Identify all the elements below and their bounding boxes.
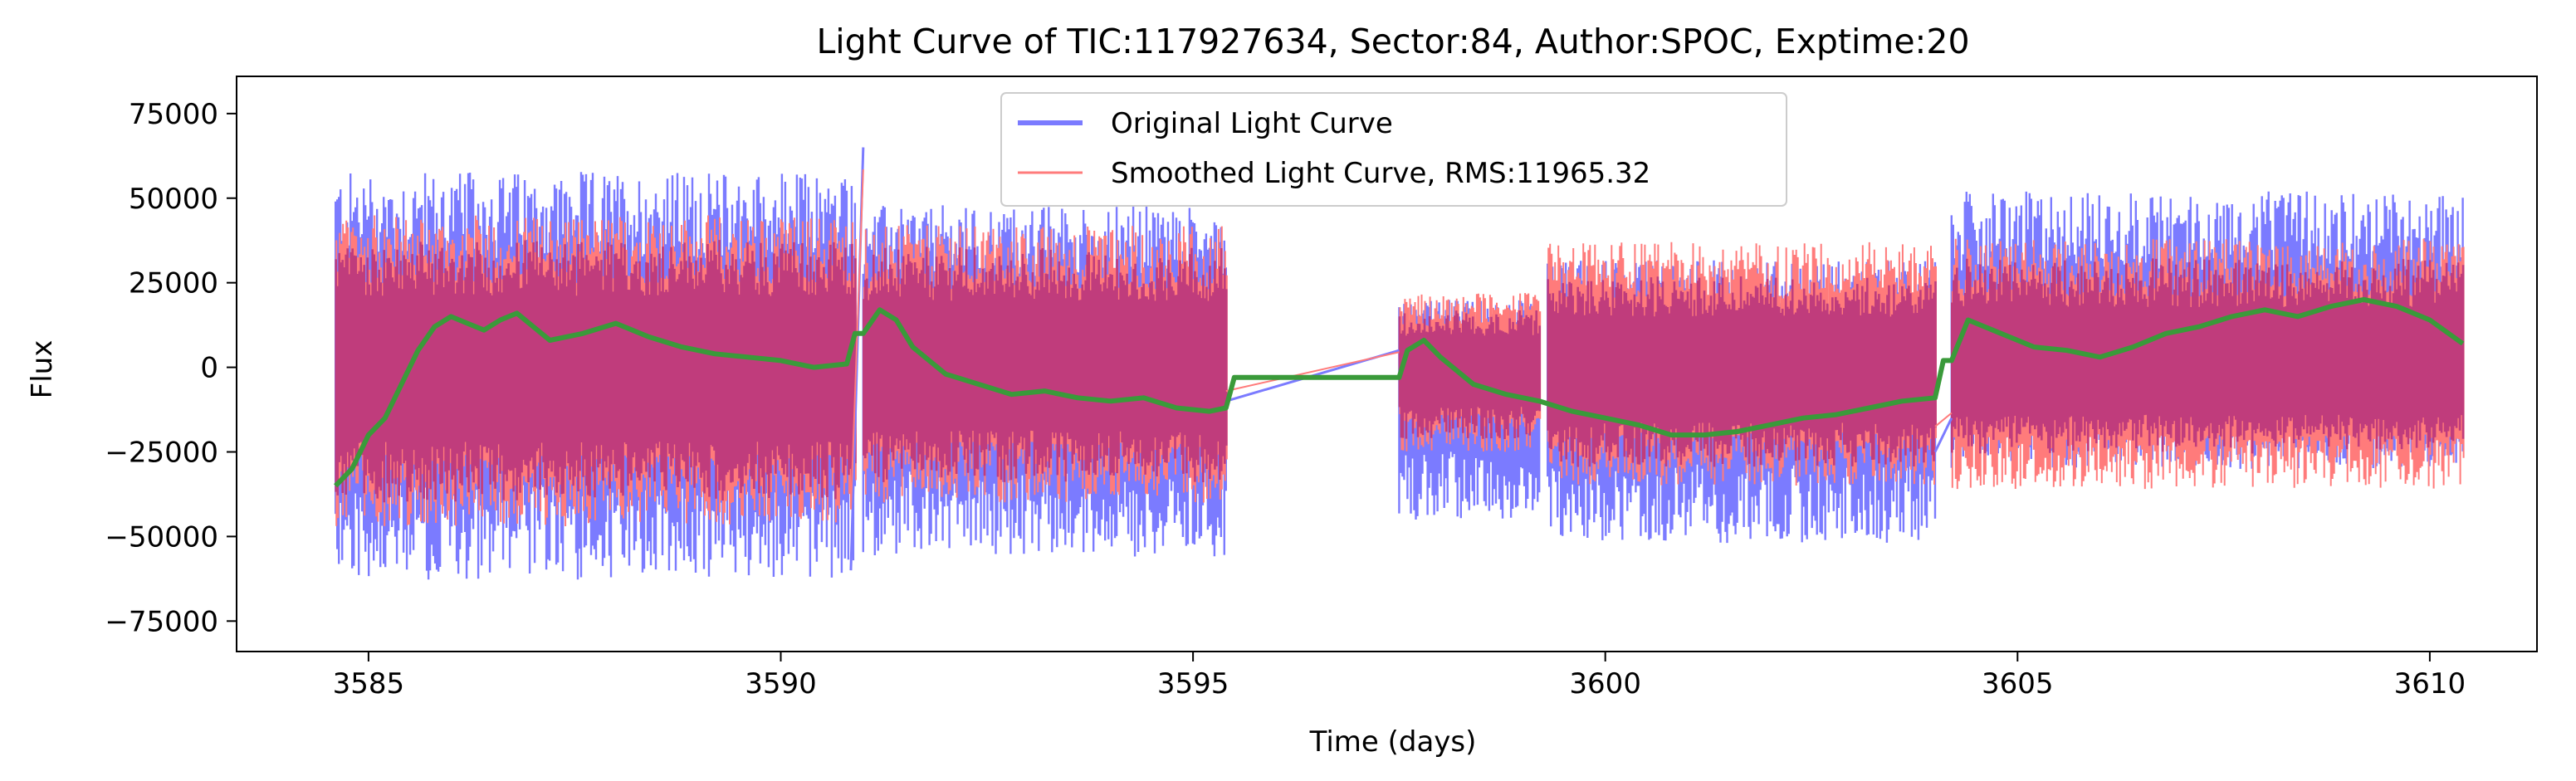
y-tick-label: −75000 [105,605,218,638]
overlap-flux-band [1951,258,2465,454]
x-axis-title: Time (days) [1309,725,1477,759]
x-tick-label: 3595 [1157,667,1229,700]
x-axis: 3585 3590 3595 3600 3605 3610 [333,652,2466,700]
legend: Original Light Curve Smoothed Light Curv… [1000,92,1787,207]
y-tick-label: 75000 [129,98,218,131]
gap-connector-original [1933,417,1953,453]
overlap-flux-band [1547,276,1937,467]
y-axis-title: Flux [26,340,59,399]
overlap-flux-band [335,240,857,503]
y-tick-label: −50000 [105,520,218,554]
plot-frame [236,76,2538,652]
gap-connector-smoothed [1934,412,1953,427]
gap-connector-smoothed [1225,351,1400,393]
y-tick-label: 50000 [129,183,218,216]
legend-box [1000,92,1787,207]
y-tick-label: −25000 [105,436,218,469]
x-tick-label: 3605 [1982,667,2054,700]
x-tick-label: 3585 [333,667,405,700]
y-tick-label: 0 [200,352,218,385]
overlap-flux-band [1398,310,1541,439]
legend-label-smoothed: Smoothed Light Curve, RMS:11965.32 [1111,157,1650,190]
y-axis: −75000 −50000 −25000 0 25000 50000 75000 [105,98,237,638]
chart-title: Light Curve of TIC:117927634, Sector:84,… [816,22,1969,61]
y-tick-label: 25000 [129,267,218,300]
legend-label-original: Original Light Curve [1111,107,1393,140]
x-tick-label: 3600 [1569,667,1641,700]
x-tick-label: 3590 [745,667,817,700]
x-tick-label: 3610 [2394,667,2466,700]
trend-line [334,297,2465,488]
series-lines [334,297,2465,488]
gap-connector-smoothed [849,169,864,510]
